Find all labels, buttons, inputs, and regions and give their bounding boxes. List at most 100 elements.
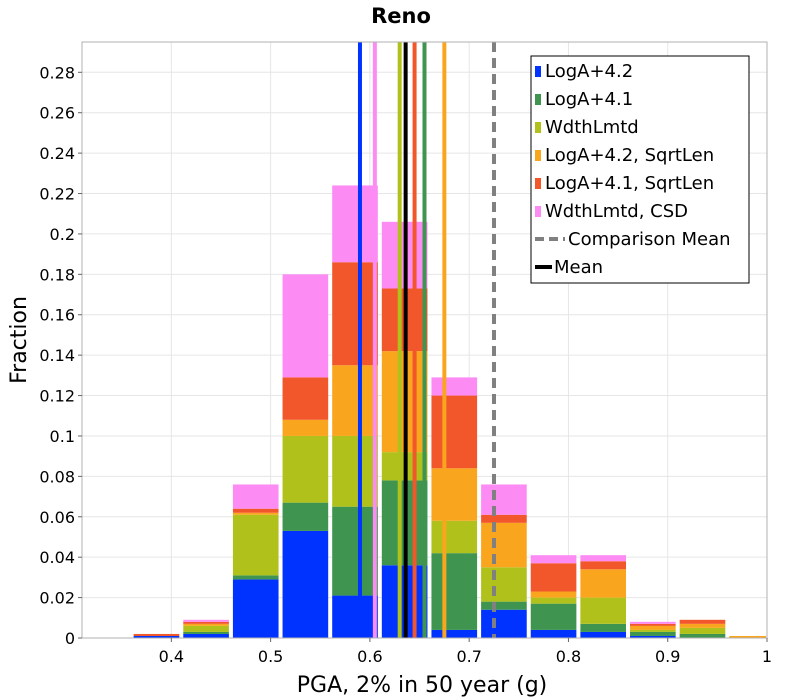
bar-bin2-series0 — [183, 633, 229, 638]
bar-bin7-series4 — [431, 395, 478, 469]
bar-bin10-series0 — [580, 631, 627, 638]
bar-bin4-series3 — [282, 419, 329, 436]
bar-bin8-series5 — [481, 484, 527, 515]
y-tick-label-1: 0.02 — [39, 589, 75, 608]
bar-bin9-series2 — [530, 597, 577, 604]
bar-bin7-series5 — [431, 377, 478, 396]
bar-bin5-series4 — [332, 262, 378, 366]
x-tick-label-1: 0.5 — [258, 647, 283, 666]
bar-bin11-series0 — [630, 635, 676, 638]
bar-bin8-series3 — [481, 522, 527, 568]
legend-swatch-4 — [535, 178, 541, 189]
y-tick-label-10: 0.2 — [50, 225, 75, 244]
bar-bin7-series2 — [431, 520, 478, 554]
legend-label-0: LogA+4.2 — [545, 61, 633, 82]
x-axis-ticks: 0.4 0.5 0.6 0.7 0.8 0.9 1 — [159, 638, 772, 666]
bar-bin9-series5 — [530, 555, 577, 564]
bar-bin12-series4 — [679, 619, 726, 624]
bar-bin2-series4 — [183, 621, 229, 624]
bar-bin11-series5 — [630, 621, 676, 624]
legend-swatch-5 — [535, 206, 541, 217]
bar-bin2-series1 — [183, 631, 229, 634]
bar-bin12-series3 — [679, 623, 726, 628]
bar-bin7-series1 — [431, 553, 478, 630]
legend: LogA+4.2 LogA+4.1 WdthLmtd LogA+4.2, SqrtLe… — [530, 55, 750, 284]
bar-bin9-series4 — [530, 563, 577, 592]
legend-box — [530, 55, 750, 284]
y-tick-label-13: 0.26 — [39, 104, 75, 123]
bar-bin12-series1 — [679, 633, 726, 638]
x-tick-label-2: 0.6 — [357, 647, 382, 666]
bar-bin3-series1 — [232, 575, 279, 580]
bar-bin13-series3 — [729, 635, 766, 638]
bar-bin3-series0 — [232, 579, 279, 638]
bar-bin4-series5 — [282, 274, 329, 378]
bar-bin8-series4 — [481, 514, 527, 523]
legend-label-1: LogA+4.1 — [545, 89, 633, 110]
bar-bin5-series2 — [332, 435, 378, 507]
y-tick-label-5: 0.1 — [50, 427, 75, 446]
bar-bin8-series2 — [481, 567, 527, 602]
bar-bin10-series1 — [580, 623, 627, 632]
y-tick-label-7: 0.14 — [39, 346, 75, 365]
bar-bin3-series3 — [232, 512, 279, 515]
bar-bin4-series2 — [282, 435, 329, 503]
x-axis-label: PGA, 2% in 50 year (g) — [297, 673, 548, 698]
y-tick-label-0: 0 — [65, 629, 75, 648]
y-tick-label-11: 0.22 — [39, 185, 75, 204]
legend-swatch-2 — [535, 122, 541, 133]
legend-label-4: LogA+4.1, SqrtLen — [545, 173, 714, 194]
x-tick-label-5: 0.9 — [655, 647, 680, 666]
bar-bin4-series0 — [282, 530, 329, 638]
y-tick-label-6: 0.12 — [39, 387, 75, 406]
bar-bin11-series4 — [630, 623, 676, 626]
x-tick-label-3: 0.7 — [456, 647, 481, 666]
bar-bin9-series3 — [530, 591, 577, 598]
bar-bin1-series0 — [133, 635, 180, 638]
bar-bin7-series3 — [431, 468, 478, 521]
bar-bin5-series3 — [332, 365, 378, 436]
bar-bin11-series1 — [630, 631, 676, 636]
bar-bin9-series0 — [530, 629, 577, 638]
legend-label-5: WdthLmtd, CSD — [545, 201, 688, 222]
mean-lines — [357, 42, 496, 638]
y-axis-label: Fraction — [7, 296, 32, 384]
legend-label-2: WdthLmtd — [545, 117, 639, 138]
legend-swatch-0 — [535, 66, 541, 77]
bar-bin3-series5 — [232, 484, 279, 509]
x-tick-label-6: 1 — [762, 647, 772, 666]
bar-bin2-series5 — [183, 619, 229, 622]
bar-bin2-series2 — [183, 625, 229, 632]
plot-area-frame — [81, 41, 768, 639]
y-axis-ticks: 0 0.02 0.04 0.06 0.08 0.1 0.12 0.14 0.16 0.18 0.2 0… — [39, 63, 82, 648]
legend-label-7: Mean — [554, 257, 603, 278]
y-tick-label-9: 0.18 — [39, 265, 75, 284]
bar-bin10-series5 — [580, 555, 627, 562]
bar-bin3-series2 — [232, 514, 279, 576]
bar-bin5-series5 — [332, 185, 378, 263]
bar-bin8-series1 — [481, 601, 527, 610]
bar-bin8-series0 — [481, 609, 527, 638]
legend-label-3: LogA+4.2, SqrtLen — [545, 145, 714, 166]
bar-bin10-series3 — [580, 569, 627, 598]
bar-bin3-series4 — [232, 508, 279, 513]
y-tick-label-8: 0.16 — [39, 306, 75, 325]
bar-bin10-series4 — [580, 561, 627, 570]
legend-swatch-1 — [535, 94, 541, 105]
y-tick-label-12: 0.24 — [39, 144, 75, 163]
y-tick-label-14: 0.28 — [39, 63, 75, 82]
bar-bin7-series0 — [431, 629, 478, 638]
bar-bin12-series2 — [679, 627, 726, 634]
y-tick-label-3: 0.06 — [39, 508, 75, 527]
y-tick-label-4: 0.08 — [39, 467, 75, 486]
chart-title: Reno — [371, 4, 431, 28]
bar-bin10-series2 — [580, 597, 627, 624]
bar-bin9-series1 — [530, 603, 577, 630]
legend-swatch-3 — [535, 150, 541, 161]
bar-bin4-series4 — [282, 377, 329, 420]
y-tick-label-2: 0.04 — [39, 548, 75, 567]
legend-label-6: Comparison Mean — [568, 229, 731, 250]
x-tick-label-4: 0.8 — [556, 647, 581, 666]
x-tick-label-0: 0.4 — [159, 647, 184, 666]
